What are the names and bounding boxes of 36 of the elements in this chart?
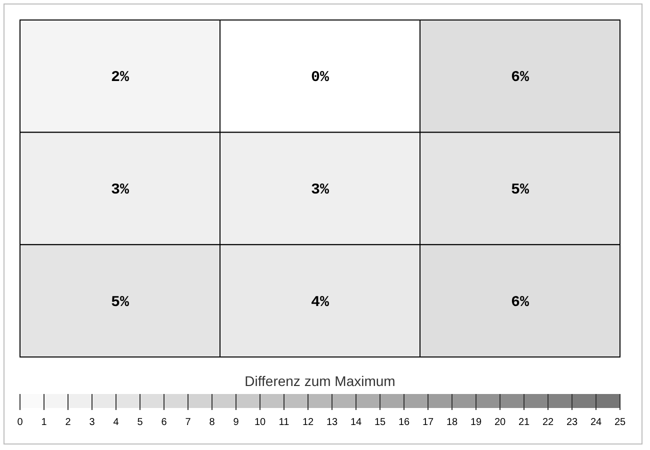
data-label: 3% <box>110 182 130 198</box>
color-bar-label: 9 <box>233 417 240 428</box>
color-bar-label: 20 <box>494 417 506 428</box>
color-bar-label: 21 <box>518 417 530 428</box>
color-bar-label: 18 <box>446 417 458 428</box>
data-label: 5% <box>110 294 130 311</box>
data-label: 2% <box>110 69 130 86</box>
color-bar-label: 0 <box>17 417 24 428</box>
color-bar-label: 4 <box>113 417 120 428</box>
data-label: 6% <box>510 69 530 86</box>
color-bar-label: 3 <box>89 417 96 428</box>
color-bar-label: 2 <box>65 417 72 428</box>
color-bar-label: 23 <box>566 417 578 428</box>
color-bar-label: 1 <box>41 417 48 428</box>
color-bar-label: 6 <box>161 417 168 428</box>
color-bar-label: 15 <box>374 417 386 428</box>
color-bar-label: 12 <box>302 417 314 428</box>
data-label: 5% <box>510 182 530 198</box>
color-bar-label: 11 <box>278 417 290 428</box>
color-bar-label: 17 <box>422 417 434 428</box>
data-label: 4% <box>310 294 330 311</box>
data-label: 0% <box>310 69 330 86</box>
color-bar-label: 8 <box>209 417 216 428</box>
color-bar-label: 5 <box>137 417 144 428</box>
data-label: 6% <box>510 294 530 311</box>
color-bar-label: 24 <box>590 417 602 428</box>
data-label: 3% <box>310 182 330 198</box>
color-bar-title: Differenz zum Maximum <box>244 373 396 389</box>
color-bar-label: 14 <box>350 417 362 428</box>
color-bar-label: 19 <box>470 417 482 428</box>
color-bar-label: 25 <box>614 417 626 428</box>
color-bar-label: 16 <box>398 417 410 428</box>
color-bar-label: 22 <box>542 417 554 428</box>
color-bar-label: 13 <box>326 417 338 428</box>
color-bar-label: 7 <box>185 417 192 428</box>
color-bar-label: 10 <box>254 417 266 428</box>
